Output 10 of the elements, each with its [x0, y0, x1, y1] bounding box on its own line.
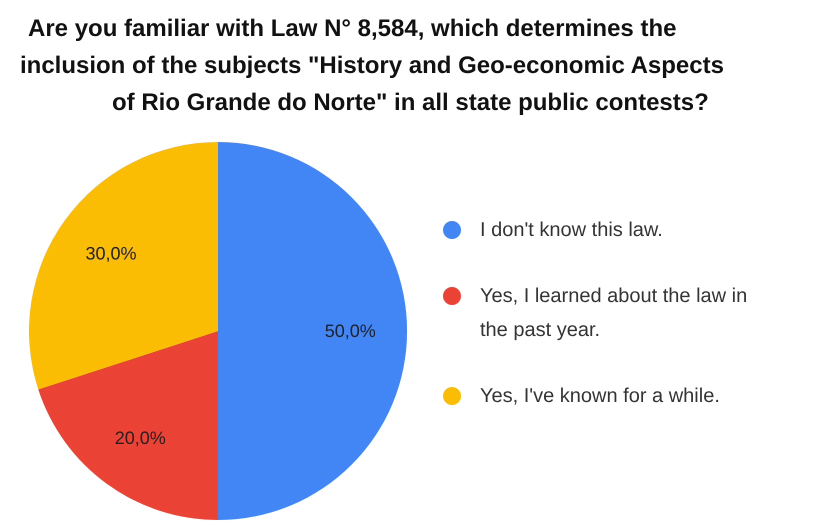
- legend-label: Yes, I've known for a while.: [480, 385, 720, 407]
- pie-slice: [218, 142, 407, 520]
- data-label: 50,0%: [324, 321, 376, 341]
- legend-label: I don't know this law.: [480, 219, 663, 241]
- pie-slice: [38, 331, 218, 520]
- legend-label: Yes, I learned about the law in the past year.: [480, 285, 748, 341]
- pie-slice: [29, 142, 218, 390]
- data-label: 30,0%: [85, 243, 136, 264]
- data-label: 20,0%: [114, 428, 166, 448]
- chart-title: Are you familiar with Law N° 8,584, which determines the inclusion of the subjects "History and Geo-economic Aspects of Rio Grande do Norte" in all state public contests?: [20, 15, 724, 116]
